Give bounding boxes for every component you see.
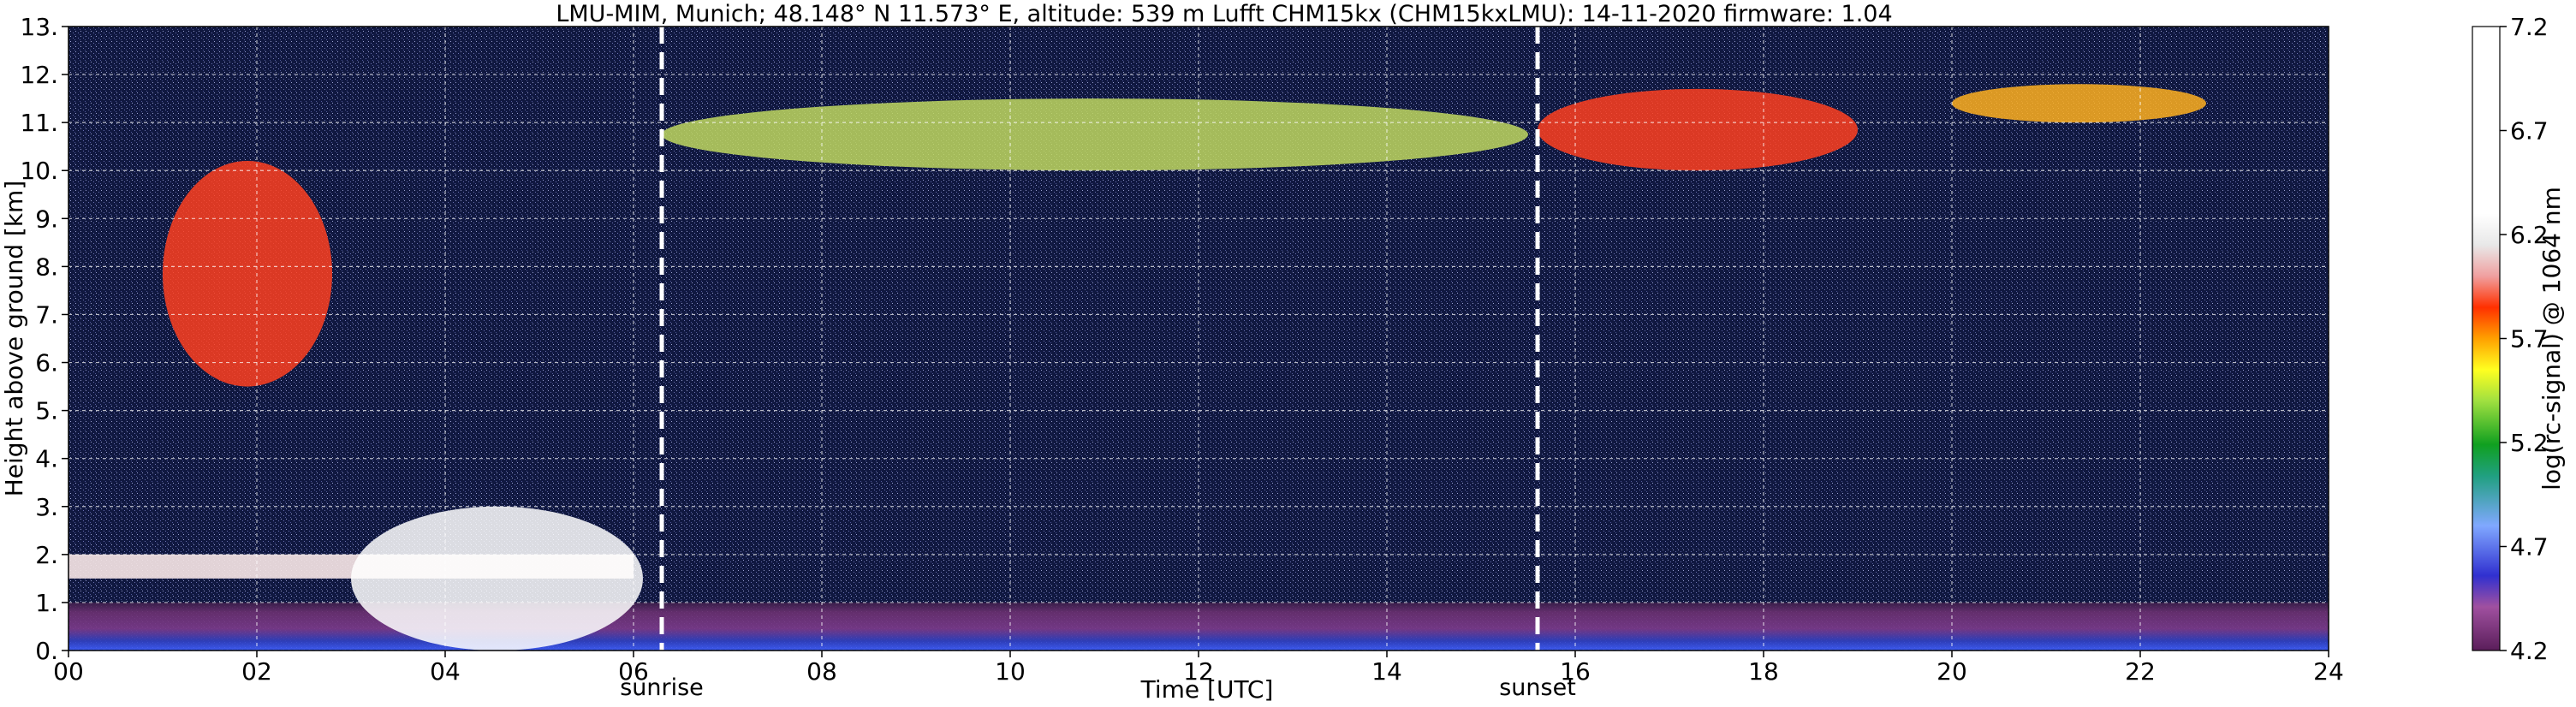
y-tick-label: 0. bbox=[35, 637, 58, 665]
colorbar-tick-label: 5.7 bbox=[2510, 325, 2549, 354]
x-tick-label: 14 bbox=[1371, 657, 1402, 686]
y-tick-label: 4. bbox=[35, 445, 58, 473]
colorbar-tick-label: 5.2 bbox=[2510, 429, 2549, 457]
x-tick-label: 06 bbox=[618, 657, 649, 686]
y-tick-label: 7. bbox=[35, 300, 58, 329]
x-tick-label: 12 bbox=[1183, 657, 1214, 686]
y-tick-label: 13. bbox=[20, 13, 58, 41]
colorbar-tick-label: 4.7 bbox=[2510, 533, 2549, 561]
x-tick-label: 22 bbox=[2125, 657, 2156, 686]
x-tick-label: 08 bbox=[806, 657, 837, 686]
feature-4 bbox=[662, 98, 1528, 171]
colorbar-tick-label: 7.2 bbox=[2510, 13, 2549, 41]
y-tick-label: 8. bbox=[35, 253, 58, 281]
y-tick-label: 12. bbox=[20, 61, 58, 89]
x-tick-label: 24 bbox=[2313, 657, 2344, 686]
y-tick-label: 1. bbox=[35, 589, 58, 617]
feature-3 bbox=[163, 161, 332, 387]
y-tick-label: 3. bbox=[35, 493, 58, 521]
feature-2 bbox=[351, 506, 643, 651]
x-tick-label: 00 bbox=[53, 657, 84, 686]
y-tick-label: 6. bbox=[35, 349, 58, 377]
x-tick-label: 16 bbox=[1560, 657, 1591, 686]
y-tick-label: 2. bbox=[35, 541, 58, 569]
colorbar-tick-label: 4.2 bbox=[2510, 637, 2549, 665]
marker-label-sunrise: sunrise bbox=[620, 674, 704, 701]
y-tick-label: 10. bbox=[20, 157, 58, 185]
colorbar-tick-label: 6.7 bbox=[2510, 117, 2549, 146]
colorbar-label: log(rc-signal) @ 1064 nm bbox=[2537, 187, 2566, 490]
x-tick-label: 02 bbox=[241, 657, 272, 686]
x-tick-label: 04 bbox=[430, 657, 461, 686]
y-axis-label: Height above ground [km] bbox=[0, 181, 28, 497]
colorbar bbox=[2472, 26, 2501, 651]
marker-label-sunset: sunset bbox=[1499, 674, 1576, 701]
x-tick-label: 10 bbox=[995, 657, 1026, 686]
colorbar-tick-label: 6.2 bbox=[2510, 221, 2549, 249]
feature-5 bbox=[1538, 88, 1858, 171]
chart-title: LMU-MIM, Munich; 48.148° N 11.573° E, al… bbox=[556, 1, 1892, 27]
y-tick-label: 5. bbox=[35, 397, 58, 425]
feature-6 bbox=[1952, 84, 2206, 123]
x-tick-label: 20 bbox=[1936, 657, 1967, 686]
x-axis-label: Time [UTC] bbox=[1140, 675, 1274, 704]
x-tick-label: 18 bbox=[1748, 657, 1779, 686]
y-tick-label: 11. bbox=[20, 109, 58, 137]
y-tick-label: 9. bbox=[35, 205, 58, 233]
